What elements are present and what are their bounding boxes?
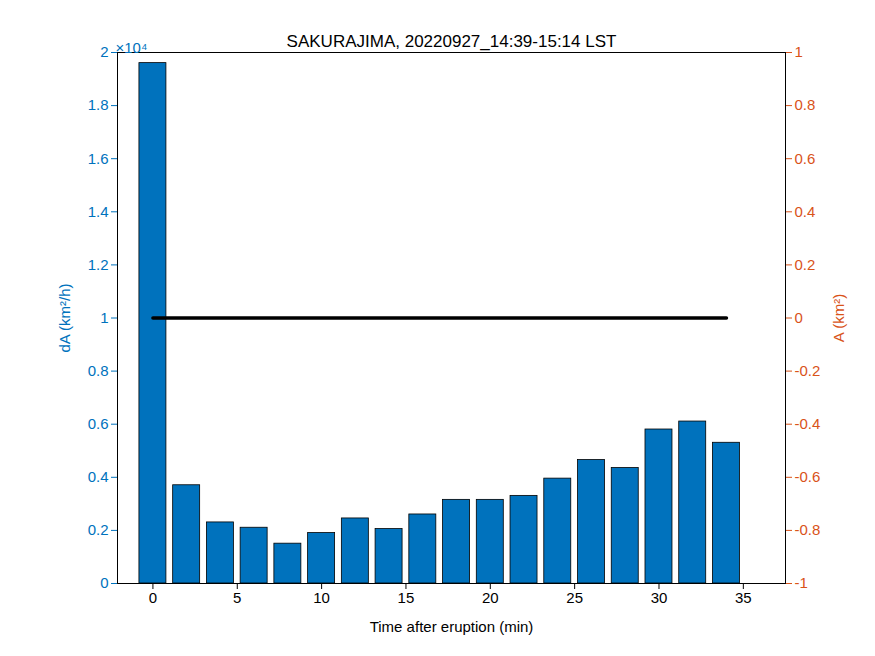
svg-text:35: 35 (735, 589, 752, 606)
svg-text:0: 0 (149, 589, 157, 606)
svg-text:0.4: 0.4 (795, 203, 816, 220)
svg-text:-0.2: -0.2 (795, 362, 821, 379)
svg-text:0.4: 0.4 (88, 468, 109, 485)
svg-text:dA (km²/h): dA (km²/h) (56, 283, 73, 352)
svg-text:1.4: 1.4 (88, 203, 109, 220)
svg-text:0.2: 0.2 (88, 521, 109, 538)
svg-text:1: 1 (100, 309, 108, 326)
svg-text:0.8: 0.8 (795, 96, 816, 113)
svg-text:-0.4: -0.4 (795, 415, 821, 432)
svg-text:0.2: 0.2 (795, 256, 816, 273)
svg-text:0.6: 0.6 (795, 150, 816, 167)
svg-text:25: 25 (566, 589, 583, 606)
svg-text:Time after eruption (min): Time after eruption (min) (370, 618, 534, 635)
svg-text:0.8: 0.8 (88, 362, 109, 379)
svg-text:1.6: 1.6 (88, 150, 109, 167)
svg-text:-0.8: -0.8 (795, 521, 821, 538)
svg-text:30: 30 (651, 589, 668, 606)
svg-text:2: 2 (100, 43, 108, 60)
svg-text:-1: -1 (795, 574, 808, 591)
svg-text:×10⁴: ×10⁴ (116, 39, 148, 56)
svg-text:0: 0 (795, 309, 803, 326)
svg-text:1.2: 1.2 (88, 256, 109, 273)
svg-text:0: 0 (100, 574, 108, 591)
svg-text:SAKURAJIMA, 20220927_14:39-15:: SAKURAJIMA, 20220927_14:39-15:14 LST (287, 32, 617, 51)
svg-text:1: 1 (795, 43, 803, 60)
svg-text:5: 5 (233, 589, 241, 606)
svg-text:15: 15 (398, 589, 415, 606)
svg-text:0.6: 0.6 (88, 415, 109, 432)
svg-text:1.8: 1.8 (88, 96, 109, 113)
svg-text:A (km²): A (km²) (830, 294, 847, 342)
svg-text:20: 20 (482, 589, 499, 606)
svg-text:10: 10 (313, 589, 330, 606)
svg-text:-0.6: -0.6 (795, 468, 821, 485)
